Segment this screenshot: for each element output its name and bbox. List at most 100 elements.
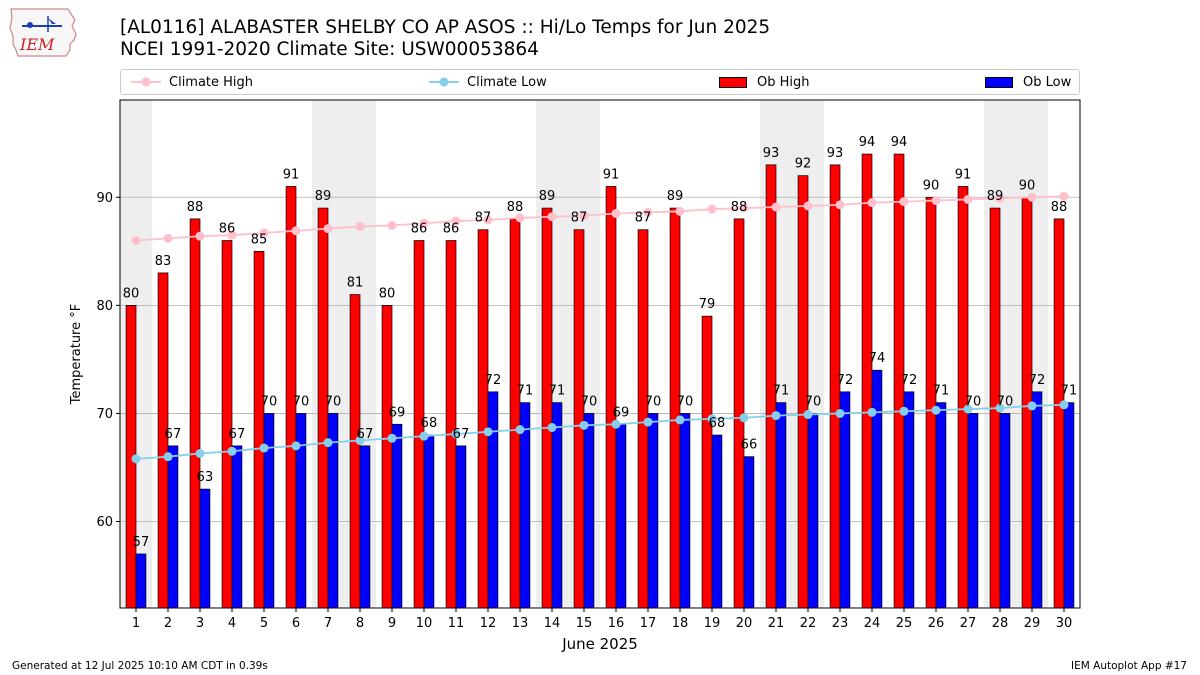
x-tick-label: 21 [768, 616, 785, 631]
x-tick-label: 14 [544, 616, 561, 631]
ob-high-bar [701, 315, 713, 609]
x-tick-label: 26 [928, 616, 945, 631]
climate-high-line-icon [131, 77, 161, 87]
climate-low-point [995, 403, 1005, 413]
x-tick-label: 13 [512, 616, 529, 631]
ob-low-bar [1063, 402, 1075, 609]
ob-high-label: 94 [891, 135, 908, 150]
ob-high-label: 80 [123, 286, 140, 301]
ob-high-label: 94 [859, 135, 876, 150]
climate-low-point [227, 446, 237, 456]
climate-low-point [547, 422, 557, 432]
climate-low-point [963, 404, 973, 414]
climate-low-point [419, 431, 429, 441]
climate-low-point [195, 448, 205, 458]
ob-low-bar [455, 445, 467, 609]
ob-low-label: 68 [709, 416, 726, 431]
x-tick-label: 29 [1024, 616, 1041, 631]
x-tick-label: 10 [416, 616, 433, 631]
ob-high-label: 89 [667, 189, 684, 204]
y-axis-label: Temperature °F [69, 304, 84, 405]
ob-low-label: 72 [901, 373, 918, 388]
ob-high-bar [221, 240, 233, 609]
climate-low-point [1059, 400, 1069, 410]
legend-label-climate-high: Climate High [169, 74, 254, 90]
x-tick-label: 24 [864, 616, 881, 631]
ob-low-bar [711, 434, 723, 609]
ob-high-bar [509, 218, 521, 609]
ob-low-bar [871, 369, 883, 609]
climate-high-point [1027, 192, 1037, 202]
climate-low-point [355, 435, 365, 445]
climate-low-point [291, 441, 301, 451]
legend-label-climate-low: Climate Low [467, 74, 547, 90]
ob-high-label: 93 [827, 146, 844, 161]
ob-high-bar [381, 305, 393, 609]
ob-high-label: 88 [507, 200, 524, 215]
x-tick-label: 3 [196, 616, 204, 631]
ob-high-bar [797, 175, 809, 609]
x-tick-label: 12 [480, 616, 497, 631]
climate-high-point [771, 202, 781, 212]
ob-low-label: 71 [933, 384, 950, 399]
ob-high-label: 91 [955, 167, 972, 182]
ob-low-label: 67 [229, 427, 246, 442]
ob-high-label: 88 [187, 200, 204, 215]
y-tick-label: 60 [96, 515, 113, 530]
x-tick-label: 17 [640, 616, 657, 631]
climate-low-point [579, 420, 589, 430]
climate-high-point [611, 208, 621, 218]
ob-low-bar [999, 413, 1011, 609]
climate-high-point [323, 224, 333, 234]
x-tick-label: 23 [832, 616, 849, 631]
climate-low-point [515, 425, 525, 435]
climate-high-point [355, 221, 365, 231]
ob-low-bar [231, 445, 243, 609]
climate-high-point [163, 233, 173, 243]
x-tick-label: 4 [228, 616, 236, 631]
ob-low-bar [839, 391, 851, 609]
ob-low-bar [775, 402, 787, 609]
ob-high-bar [573, 229, 585, 609]
climate-high-point [931, 196, 941, 206]
ob-high-label: 91 [283, 167, 300, 182]
ob-high-label: 85 [251, 232, 268, 247]
ob-high-bar [541, 207, 553, 609]
ob-high-label: 90 [923, 178, 940, 193]
ob-low-label: 70 [293, 394, 310, 409]
x-tick-label: 19 [704, 616, 721, 631]
ob-high-bar [925, 196, 937, 609]
ob-high-label: 87 [571, 211, 588, 226]
ob-high-label: 87 [475, 211, 492, 226]
ob-low-bar [391, 423, 403, 609]
ob-low-label: 72 [837, 373, 854, 388]
ob-low-label: 71 [773, 384, 790, 399]
climate-low-point [675, 415, 685, 425]
climate-high-point [867, 198, 877, 208]
ob-high-label: 87 [635, 211, 652, 226]
climate-high-point [515, 213, 525, 223]
y-tick-label: 70 [96, 407, 113, 422]
ob-high-label: 93 [763, 146, 780, 161]
ob-low-bar [679, 413, 691, 609]
climate-high-point [835, 200, 845, 210]
legend: Climate High Climate Low Ob High Ob Low [120, 69, 1080, 95]
ob-low-label: 71 [549, 384, 566, 399]
ob-low-bar [551, 402, 563, 609]
ob-high-label: 81 [347, 276, 364, 291]
ob-high-label: 86 [443, 222, 460, 237]
climate-low-point [451, 429, 461, 439]
ob-low-label: 72 [1029, 373, 1046, 388]
ob-high-label: 91 [603, 167, 620, 182]
ob-low-label: 70 [805, 394, 822, 409]
x-tick-label: 28 [992, 616, 1009, 631]
y-tick-label: 90 [96, 191, 113, 206]
ob-low-label: 71 [1061, 384, 1078, 399]
x-axis-label: June 2025 [561, 635, 638, 653]
ob-high-label: 89 [539, 189, 556, 204]
ob-low-label: 63 [197, 470, 214, 485]
climate-high-point [547, 212, 557, 222]
ob-low-bar [487, 391, 499, 609]
climate-high-point [291, 226, 301, 236]
x-tick-label: 22 [800, 616, 817, 631]
